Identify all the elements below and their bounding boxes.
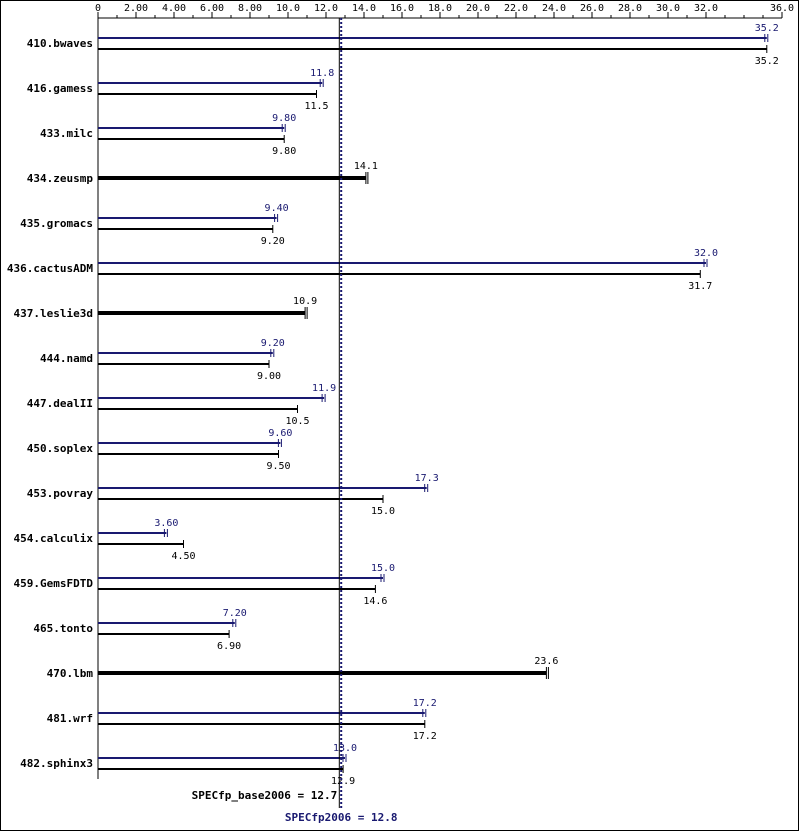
x-tick-label: 10.0 xyxy=(276,3,300,14)
x-tick-label: 18.0 xyxy=(428,3,452,14)
base-value-label: 9.00 xyxy=(257,371,281,382)
category-label: 435.gromacs xyxy=(20,217,93,230)
category-label: 470.lbm xyxy=(47,667,94,680)
bar-value-label: 14.1 xyxy=(354,161,378,172)
x-tick-label: 0 xyxy=(95,3,101,14)
base-value-label: 35.2 xyxy=(755,56,779,67)
x-tick-label: 20.0 xyxy=(466,3,490,14)
peak-value-label: 17.2 xyxy=(413,698,437,709)
peak-value-label: 17.3 xyxy=(415,473,439,484)
x-tick-label: 12.0 xyxy=(314,3,338,14)
category-label: 416.gamess xyxy=(27,82,93,95)
base-value-label: 4.50 xyxy=(171,551,195,562)
peak-value-label: 15.0 xyxy=(371,563,395,574)
peak-value-label: 7.20 xyxy=(223,608,247,619)
category-label: 481.wrf xyxy=(47,712,93,725)
peak-value-label: 11.8 xyxy=(310,68,334,79)
base-value-label: 9.50 xyxy=(266,461,290,472)
base-value-label: 14.6 xyxy=(363,596,387,607)
x-tick-label: 30.0 xyxy=(656,3,680,14)
base-value-label: 11.5 xyxy=(304,101,328,112)
base-value-label: 10.5 xyxy=(285,416,309,427)
bar-combined xyxy=(98,671,547,675)
category-label: 482.sphinx3 xyxy=(20,757,93,770)
category-label: 453.povray xyxy=(27,487,94,500)
x-tick-label: 4.00 xyxy=(162,3,186,14)
category-label: 450.soplex xyxy=(27,442,94,455)
peak-value-label: 9.80 xyxy=(272,113,296,124)
base-value-label: 6.90 xyxy=(217,641,241,652)
category-label: 444.namd xyxy=(40,352,93,365)
category-label: 447.dealII xyxy=(27,397,93,410)
category-label: 433.milc xyxy=(40,127,93,140)
x-tick-label: 6.00 xyxy=(200,3,224,14)
x-tick-label: 8.00 xyxy=(238,3,262,14)
base-value-label: 9.80 xyxy=(272,146,296,157)
reference-label-base: SPECfp_base2006 = 12.7 xyxy=(192,789,338,802)
reference-label-peak: SPECfp2006 = 12.8 xyxy=(285,811,398,824)
category-label: 410.bwaves xyxy=(27,37,93,50)
x-tick-label: 28.0 xyxy=(618,3,642,14)
bar-value-label: 10.9 xyxy=(293,296,317,307)
x-tick-label: 32.0 xyxy=(694,3,718,14)
x-tick-label: 24.0 xyxy=(542,3,566,14)
x-tick-label: 36.0 xyxy=(770,3,794,14)
category-label: 436.cactusADM xyxy=(7,262,93,275)
peak-value-label: 32.0 xyxy=(694,248,718,259)
bar-combined xyxy=(98,311,306,315)
bar-value-label: 23.6 xyxy=(534,656,558,667)
base-value-label: 9.20 xyxy=(261,236,285,247)
category-label: 459.GemsFDTD xyxy=(14,577,94,590)
x-tick-label: 22.0 xyxy=(504,3,528,14)
x-tick-label: 2.00 xyxy=(124,3,148,14)
category-label: 437.leslie3d xyxy=(14,307,93,320)
peak-value-label: 13.0 xyxy=(333,743,357,754)
category-label: 434.zeusmp xyxy=(27,172,94,185)
base-value-label: 17.2 xyxy=(413,731,437,742)
peak-value-label: 35.2 xyxy=(755,23,779,34)
x-tick-label: 16.0 xyxy=(390,3,414,14)
x-tick-label: 26.0 xyxy=(580,3,604,14)
bar-combined xyxy=(98,176,366,180)
x-tick-label: 14.0 xyxy=(352,3,376,14)
base-value-label: 15.0 xyxy=(371,506,395,517)
category-label: 454.calculix xyxy=(14,532,94,545)
peak-value-label: 9.40 xyxy=(265,203,289,214)
peak-value-label: 3.60 xyxy=(154,518,178,529)
category-label: 465.tonto xyxy=(33,622,93,635)
peak-value-label: 9.20 xyxy=(261,338,285,349)
peak-value-label: 11.9 xyxy=(312,383,336,394)
base-value-label: 31.7 xyxy=(688,281,712,292)
base-value-label: 12.9 xyxy=(331,776,355,787)
peak-value-label: 9.60 xyxy=(268,428,292,439)
